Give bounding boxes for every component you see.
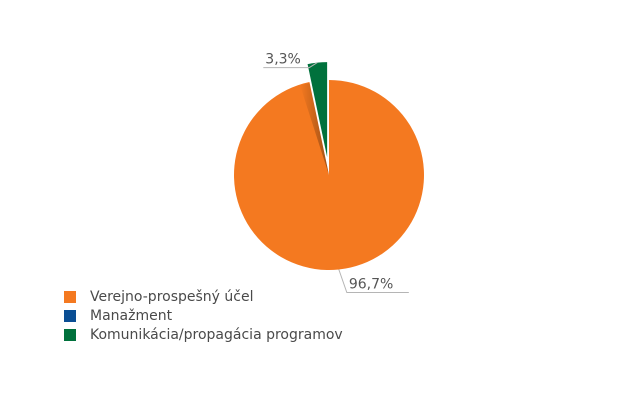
data-label-komunikacia-propagacia-programov: 3,3% [265, 52, 301, 68]
legend-label: Verejno-prospešný účel [90, 288, 254, 305]
legend-label: Komunikácia/propagácia programov [90, 326, 343, 343]
legend-swatch [64, 309, 76, 322]
pie-slice-komunikacia-propagacia-programov [307, 62, 328, 158]
legend-swatch [64, 328, 76, 341]
legend-item-verejno-prospesny-ucel: Verejno-prospešný účel [64, 287, 343, 306]
leader-line-verejno-prospesny-ucel [338, 269, 409, 293]
leader-lines [263, 62, 409, 293]
legend-item-komunikacia-propagacia-programov: Komunikácia/propagácia programov [64, 325, 343, 344]
leader-line-komunikacia-propagacia-programov [263, 62, 318, 69]
legend-label: Manažment [90, 307, 173, 324]
legend: Verejno-prospešný účel Manažment Komunik… [64, 287, 343, 344]
data-label-verejno-prospesny-ucel: 96,7% [349, 276, 393, 292]
legend-swatch [64, 290, 76, 303]
pie-slices [234, 62, 424, 270]
legend-item-manazment: Manažment [64, 306, 343, 325]
data-labels: 96,7% 3,3% [265, 52, 393, 293]
slice-seam-shadow [300, 82, 329, 175]
